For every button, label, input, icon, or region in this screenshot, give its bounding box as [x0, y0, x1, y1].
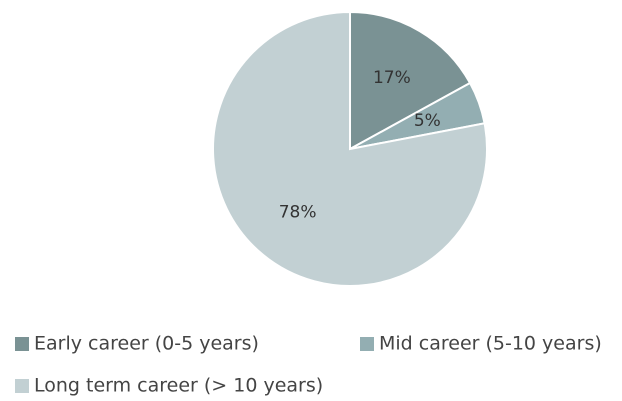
pie-slice — [349, 10, 472, 151]
legend-swatch — [360, 337, 374, 351]
legend-swatch — [15, 337, 29, 351]
legend-label: Mid career (5-10 years) — [379, 333, 602, 355]
slice-label: 78% — [279, 202, 317, 222]
slice-label: 5% — [414, 111, 441, 131]
legend-swatch — [15, 379, 29, 393]
legend-label: Long term career (> 10 years) — [34, 375, 323, 397]
slice-label: 17% — [373, 68, 411, 88]
pie-slice — [212, 10, 488, 287]
legend-label: Early career (0-5 years) — [34, 333, 259, 355]
